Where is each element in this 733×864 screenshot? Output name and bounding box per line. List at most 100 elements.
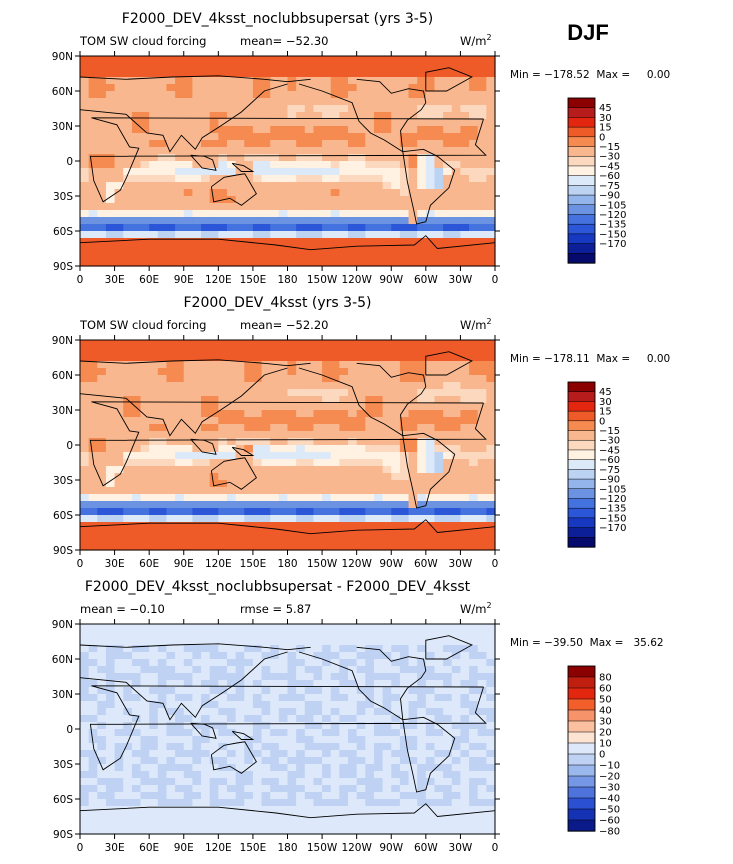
field-cell [348, 680, 358, 688]
field-cell [304, 105, 315, 113]
field-cell [218, 203, 228, 211]
field-cell [235, 224, 245, 232]
field-cell [218, 701, 228, 709]
field-cell [460, 694, 470, 702]
field-cell [373, 543, 384, 551]
field-cell [201, 91, 211, 99]
field-cell [339, 452, 349, 460]
field-cell [373, 820, 384, 828]
field-cell [296, 624, 306, 632]
field-cell [218, 112, 228, 120]
field-cell [235, 466, 245, 474]
colorbar-box [567, 819, 596, 832]
field-cell [408, 410, 418, 418]
field-cell [348, 210, 358, 218]
field-cell [166, 224, 176, 232]
season-label: DJF [567, 20, 609, 45]
field-cell [391, 154, 401, 162]
field-cell [80, 417, 90, 425]
field-cell [175, 624, 185, 632]
field-cell [226, 778, 237, 786]
field-cell [365, 827, 375, 835]
field-cell [434, 785, 444, 793]
field-cell [80, 196, 90, 204]
field-cell [201, 133, 211, 141]
field-cell [97, 119, 107, 127]
field-cell [278, 347, 289, 355]
field-cell [131, 522, 142, 530]
field-cell [399, 508, 410, 516]
field-cell [97, 70, 107, 78]
field-cell [339, 252, 349, 260]
field-cell [270, 743, 280, 751]
field-cell [356, 701, 366, 709]
field-cell [201, 820, 211, 828]
field-cell [114, 445, 124, 453]
field-cell [425, 410, 436, 418]
field-cell [278, 694, 289, 702]
field-cell [287, 666, 297, 674]
field-cell [330, 77, 340, 85]
field-cell [287, 743, 297, 751]
field-cell [97, 508, 107, 516]
field-cell [443, 743, 453, 751]
field-cell [434, 70, 444, 78]
field-cell [296, 119, 306, 127]
field-cell [166, 84, 176, 92]
field-cell [451, 245, 462, 253]
field-cell [209, 119, 219, 127]
field-cell [157, 659, 168, 667]
field-cell [183, 161, 193, 169]
field-cell [192, 168, 202, 176]
field-cell [166, 56, 176, 64]
field-cell [192, 375, 202, 383]
field-cell [425, 813, 436, 821]
field-cell [218, 799, 228, 807]
field-cell [131, 182, 142, 190]
field-cell [313, 715, 323, 723]
field-cell [149, 771, 159, 779]
field-cell [166, 154, 176, 162]
lat-tick-label: 60N [52, 654, 73, 666]
field-cell [391, 375, 401, 383]
field-cell [235, 543, 245, 551]
field-cell [244, 259, 254, 267]
field-cell [97, 757, 107, 765]
field-cell [114, 403, 124, 411]
field-cell [209, 70, 219, 78]
field-cell [382, 778, 392, 786]
field-cell [425, 417, 436, 425]
field-cell [218, 473, 228, 481]
field-cell [417, 666, 427, 674]
field-cell [382, 259, 392, 267]
field-cell [365, 168, 375, 176]
field-cell [226, 715, 237, 723]
colorbar-label: 0 [599, 416, 605, 427]
field-cell [356, 792, 366, 800]
field-cell [97, 403, 107, 411]
field-cell [88, 112, 98, 120]
field-cell [382, 238, 392, 246]
field-cell [460, 98, 470, 106]
field-cell [226, 375, 237, 383]
field-cell [166, 445, 176, 453]
colorbar-label: −120 [599, 494, 626, 505]
field-cell [149, 820, 159, 828]
field-cell [235, 245, 245, 253]
field-cell [399, 680, 410, 688]
field-cell [434, 624, 444, 632]
field-cell [399, 487, 410, 495]
field-cell [486, 161, 496, 169]
field-cell [425, 778, 436, 786]
field-cell [209, 98, 219, 106]
field-cell [296, 98, 306, 106]
field-cell [270, 382, 280, 390]
field-cell [131, 217, 142, 225]
lat-tick-label: 30S [53, 191, 73, 203]
field-cell [270, 63, 280, 71]
field-cell [469, 694, 479, 702]
field-cell [123, 799, 133, 807]
field-cell [261, 431, 271, 439]
colorbar-box [567, 381, 596, 393]
field-cell [114, 785, 124, 793]
